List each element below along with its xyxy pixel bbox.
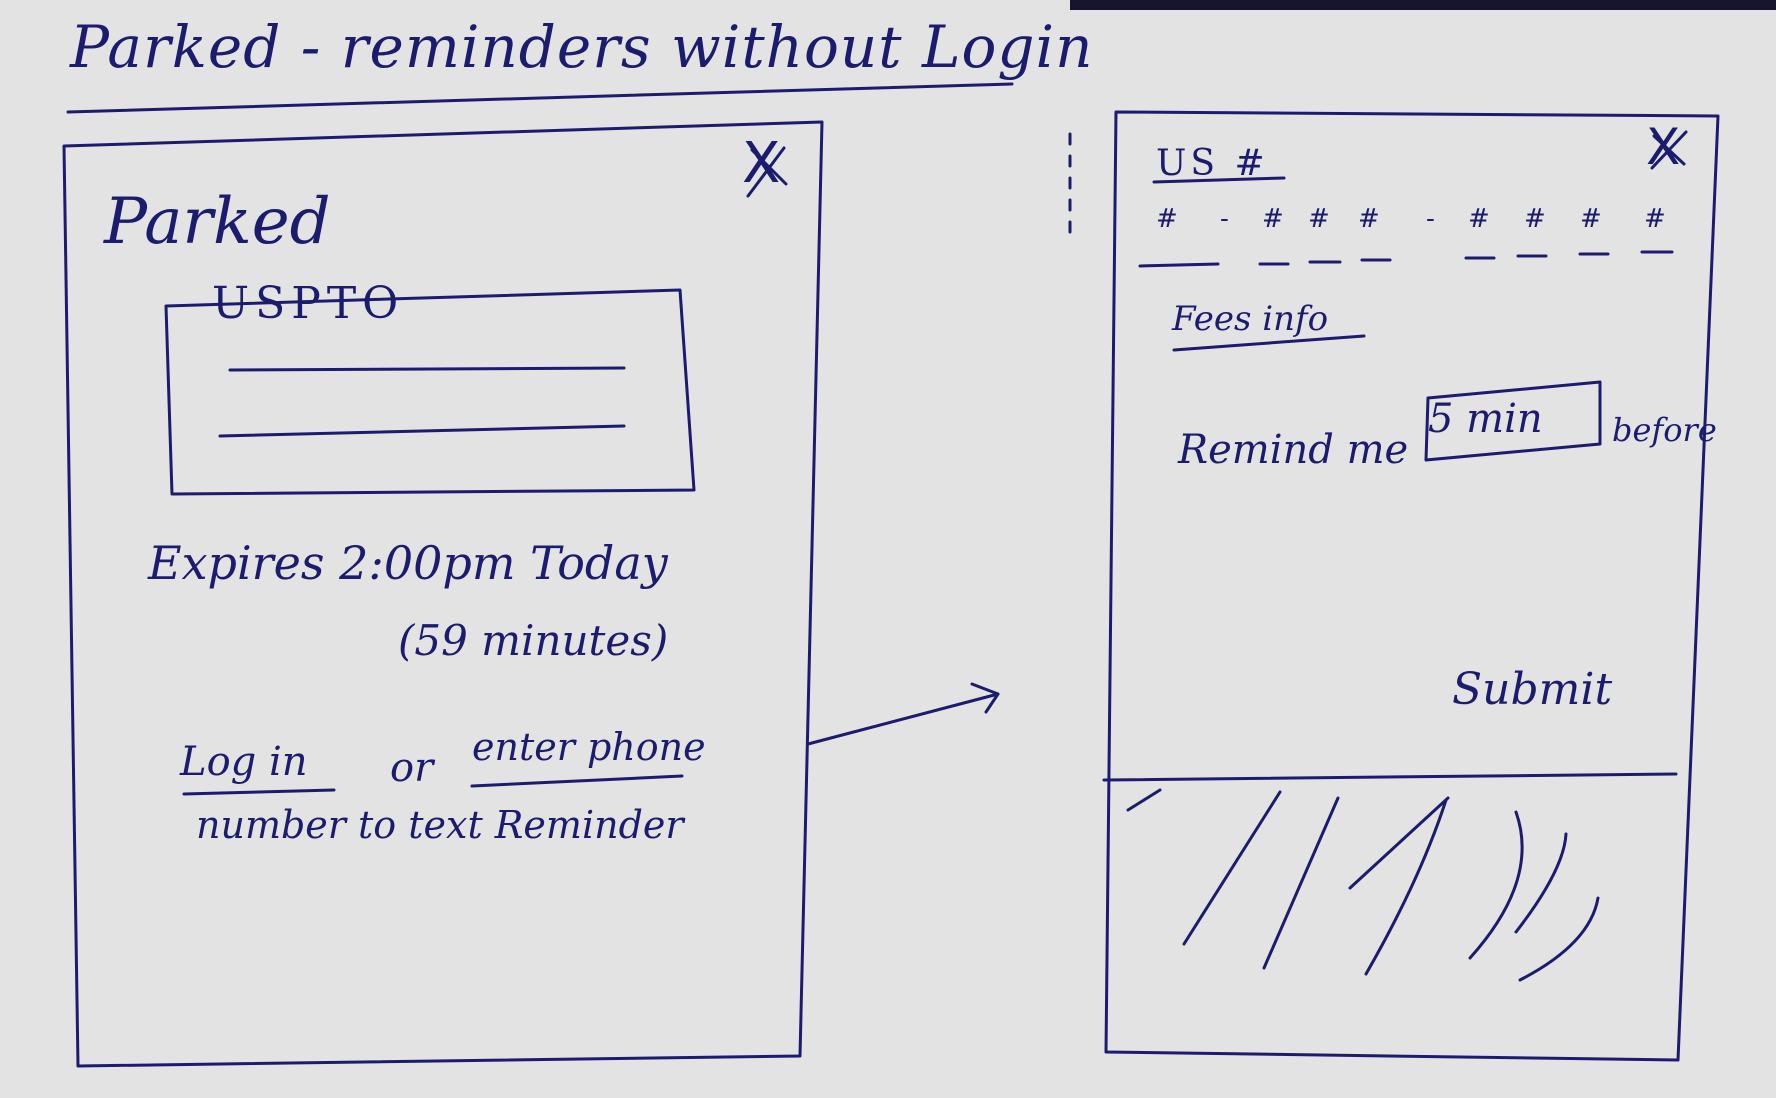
phone-key: # — [1358, 204, 1380, 234]
enter-phone-link[interactable]: enter phone — [472, 725, 706, 769]
phone-key: # — [1262, 204, 1284, 234]
keyboard-hatch — [1126, 788, 1162, 812]
right-close-x-strokes — [1650, 130, 1688, 170]
login-link[interactable]: Log in — [180, 739, 308, 785]
parked-title: Parked — [104, 185, 331, 259]
login-underline — [182, 788, 336, 796]
reminder-minutes-input[interactable] — [1428, 384, 1596, 454]
or-text: or — [390, 745, 434, 791]
phone-key: # — [1156, 204, 1178, 234]
keyboard-hatch — [1182, 790, 1282, 946]
fees-underline — [1172, 334, 1366, 352]
left-modal-frame — [62, 120, 824, 1068]
carrier-label: US # — [1156, 143, 1269, 184]
keyboard-hatch — [1348, 796, 1450, 890]
page-title-underline — [66, 82, 1014, 114]
page-title: Parked - reminders without Login — [70, 13, 1094, 81]
phone-key: # — [1468, 204, 1490, 234]
uspto-card-line-1 — [228, 366, 626, 372]
phone-number-field[interactable]: # - # # # - # # # # — [1150, 206, 1680, 266]
keyboard-divider — [1102, 772, 1678, 782]
left-close-x-strokes — [746, 146, 788, 198]
keyboard-hatch — [1518, 896, 1600, 982]
uspto-card-frame — [164, 288, 696, 496]
phone-key: # — [1308, 204, 1330, 234]
flow-arrowhead — [970, 682, 1000, 714]
text-reminder-text: number to text Reminder — [196, 803, 684, 847]
submit-button[interactable]: Submit — [1452, 664, 1613, 715]
keyboard-hatch — [1262, 796, 1340, 970]
carrier-underline — [1152, 176, 1286, 184]
phone-key: # — [1580, 204, 1602, 234]
phone-key: # — [1644, 204, 1666, 234]
uspto-card-line-2 — [218, 424, 626, 438]
keyboard-hatch — [1468, 810, 1524, 960]
before-label: before — [1612, 411, 1717, 449]
remind-label: Remind me — [1178, 427, 1409, 473]
phone-key: - — [1220, 204, 1229, 234]
fees-info-link[interactable]: Fees info — [1172, 299, 1329, 339]
right-modal-frame — [1104, 110, 1720, 1062]
key-underline — [1138, 262, 1220, 268]
uspto-label: USPTO — [212, 278, 405, 329]
phone-key: - — [1426, 204, 1435, 234]
phone-key: # — [1524, 204, 1546, 234]
enter-phone-underline — [470, 774, 684, 788]
keyboard-hatch — [1364, 798, 1448, 976]
keyboard-hatch — [1514, 832, 1568, 934]
expiry-text: Expires 2:00pm Today — [148, 536, 668, 590]
right-close-button[interactable]: X — [1646, 118, 1681, 176]
left-close-button[interactable]: X — [742, 131, 781, 196]
top-edge-shadow — [1070, 0, 1776, 10]
flow-arrow — [806, 692, 1000, 746]
remaining-time: (59 minutes) — [398, 616, 669, 665]
